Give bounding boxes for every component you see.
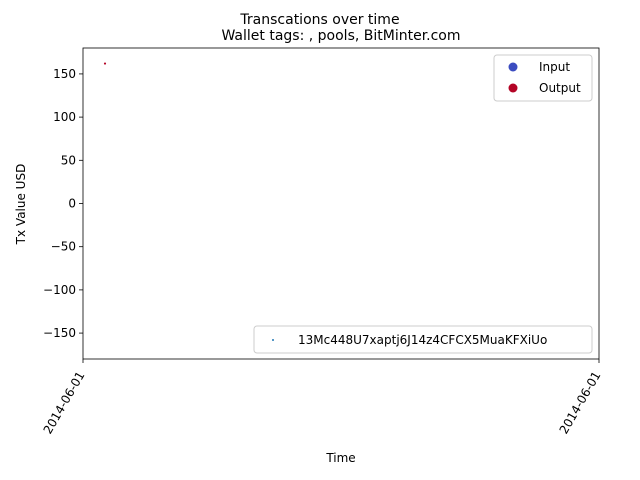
data-points [103, 62, 107, 65]
y-tick-label: −50 [51, 240, 76, 254]
x-axis-label: Time [325, 451, 355, 465]
legend-frame [253, 325, 593, 354]
legend-marker-input [508, 62, 518, 72]
legend-marker-address [272, 339, 274, 341]
data-point-output [103, 62, 107, 65]
x-axis-ticks: 2014-06-01 2014-06-01 [41, 359, 604, 436]
y-axis-ticks: 150 100 50 0 −50 −100 −150 [43, 67, 83, 340]
legend-label-input: Input [539, 60, 570, 74]
y-axis-label: Tx Value USD [14, 164, 28, 246]
legend-input-output: Input Output [493, 54, 593, 102]
x-tick-label: 2014-06-01 [41, 369, 88, 436]
legend-label-address: 13Mc448U7xaptj6J14z4CFCX5MuaKFXiUo [298, 333, 547, 347]
chart-title: Wallet tags: , pools, BitMinter.com [221, 28, 460, 44]
y-tick-label: −100 [43, 283, 76, 297]
legend-marker-output [508, 83, 518, 93]
y-tick-label: 150 [53, 67, 76, 81]
legend-label-output: Output [539, 81, 581, 95]
legend-frame [493, 54, 593, 102]
y-tick-label: 100 [53, 110, 76, 124]
y-tick-label: 0 [68, 197, 76, 211]
x-tick-label: 2014-06-01 [557, 369, 604, 436]
y-tick-label: 50 [61, 153, 76, 167]
legend-address: 13Mc448U7xaptj6J14z4CFCX5MuaKFXiUo [253, 325, 593, 354]
y-tick-label: −150 [43, 326, 76, 340]
chart-suptitle: Transcations over time [239, 12, 399, 28]
